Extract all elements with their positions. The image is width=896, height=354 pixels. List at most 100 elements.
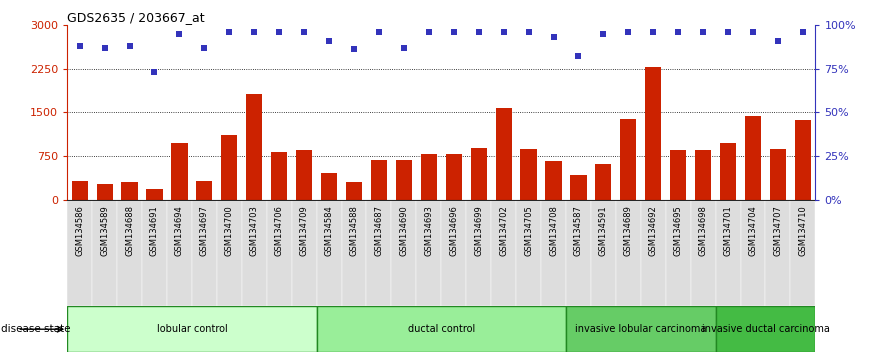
Bar xyxy=(445,154,461,200)
Point xyxy=(621,29,635,35)
Point xyxy=(671,29,685,35)
Text: GSM134689: GSM134689 xyxy=(624,205,633,256)
Bar xyxy=(192,200,217,306)
Text: ductal control: ductal control xyxy=(408,324,475,334)
Bar xyxy=(716,306,815,352)
Bar xyxy=(346,182,362,200)
Bar xyxy=(417,200,441,306)
Bar xyxy=(122,182,138,200)
Point xyxy=(446,29,461,35)
Text: GSM134591: GSM134591 xyxy=(599,205,607,256)
Bar xyxy=(521,149,537,200)
Bar xyxy=(770,149,786,200)
Bar xyxy=(341,200,366,306)
Text: GSM134701: GSM134701 xyxy=(724,205,733,256)
Bar xyxy=(595,164,611,200)
Bar xyxy=(666,200,691,306)
Bar xyxy=(97,184,113,200)
Text: GSM134708: GSM134708 xyxy=(549,205,558,256)
Bar xyxy=(67,200,92,306)
Point xyxy=(696,29,711,35)
Bar xyxy=(720,143,737,200)
Text: GSM134710: GSM134710 xyxy=(798,205,807,256)
Point xyxy=(596,31,610,36)
Bar xyxy=(392,200,417,306)
Bar xyxy=(92,200,117,306)
Point xyxy=(572,53,586,59)
Text: GSM134695: GSM134695 xyxy=(674,205,683,256)
Point xyxy=(147,69,161,75)
Point xyxy=(372,29,386,35)
Bar xyxy=(466,200,491,306)
Text: GSM134693: GSM134693 xyxy=(425,205,434,256)
Text: GSM134706: GSM134706 xyxy=(275,205,284,256)
Point xyxy=(521,29,536,35)
Bar xyxy=(171,143,187,200)
Bar xyxy=(470,148,487,200)
Point xyxy=(98,45,112,50)
Point xyxy=(123,43,137,48)
Bar xyxy=(196,181,212,200)
Bar xyxy=(541,200,566,306)
Bar xyxy=(72,181,88,200)
Bar xyxy=(316,200,341,306)
Bar xyxy=(641,200,666,306)
Text: GSM134691: GSM134691 xyxy=(150,205,159,256)
Text: GSM134696: GSM134696 xyxy=(449,205,458,256)
Bar xyxy=(571,176,587,200)
Bar xyxy=(495,108,512,200)
Bar xyxy=(566,200,591,306)
Text: GSM134698: GSM134698 xyxy=(699,205,708,256)
Bar xyxy=(695,150,711,200)
Text: disease state: disease state xyxy=(1,324,71,334)
Bar xyxy=(242,200,267,306)
Point xyxy=(247,29,262,35)
Text: invasive ductal carcinoma: invasive ductal carcinoma xyxy=(702,324,830,334)
Bar xyxy=(421,154,437,200)
Bar xyxy=(292,200,316,306)
Bar xyxy=(566,306,716,352)
Text: GSM134588: GSM134588 xyxy=(349,205,358,256)
Point xyxy=(272,29,287,35)
Bar xyxy=(441,200,466,306)
Bar xyxy=(795,120,811,200)
Text: GSM134709: GSM134709 xyxy=(299,205,308,256)
Bar xyxy=(546,161,562,200)
Text: GSM134705: GSM134705 xyxy=(524,205,533,256)
Bar xyxy=(670,150,686,200)
Bar xyxy=(645,67,661,200)
Text: GSM134692: GSM134692 xyxy=(649,205,658,256)
Point xyxy=(322,38,336,44)
Point xyxy=(496,29,511,35)
Text: GSM134687: GSM134687 xyxy=(375,205,383,256)
Text: GSM134697: GSM134697 xyxy=(200,205,209,256)
Point xyxy=(422,29,436,35)
Bar xyxy=(221,135,237,200)
Bar xyxy=(321,172,337,200)
Bar xyxy=(396,160,412,200)
Text: lobular control: lobular control xyxy=(157,324,228,334)
Bar xyxy=(267,200,292,306)
Point xyxy=(197,45,211,50)
Point xyxy=(646,29,660,35)
Point xyxy=(347,46,361,52)
Text: GSM134586: GSM134586 xyxy=(75,205,84,256)
Point xyxy=(397,45,411,50)
Bar xyxy=(516,200,541,306)
Point xyxy=(721,29,736,35)
Text: GSM134704: GSM134704 xyxy=(748,205,757,256)
Text: GSM134690: GSM134690 xyxy=(400,205,409,256)
Point xyxy=(222,29,237,35)
Text: GSM134688: GSM134688 xyxy=(125,205,134,256)
Point xyxy=(745,29,760,35)
Bar xyxy=(740,200,765,306)
Bar xyxy=(745,116,761,200)
Text: GSM134589: GSM134589 xyxy=(100,205,109,256)
Point xyxy=(73,43,87,48)
Text: GDS2635 / 203667_at: GDS2635 / 203667_at xyxy=(67,11,205,24)
Point xyxy=(796,29,810,35)
Point xyxy=(547,34,561,40)
Bar xyxy=(146,189,162,200)
Bar xyxy=(371,160,387,200)
Text: GSM134702: GSM134702 xyxy=(499,205,508,256)
